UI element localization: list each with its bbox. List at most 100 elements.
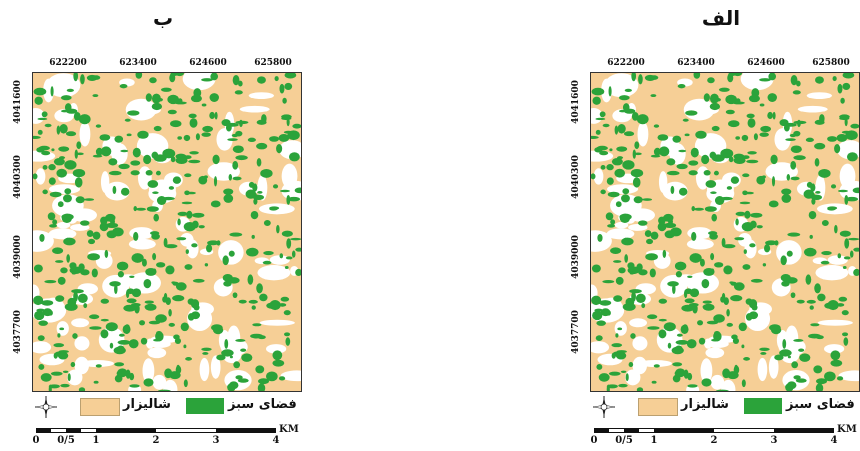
green-space-patch <box>170 73 179 76</box>
green-space-patch <box>51 148 55 152</box>
green-space-patch <box>730 176 740 184</box>
green-space-patch <box>819 114 825 124</box>
green-space-patch <box>64 160 77 170</box>
green-space-patch <box>741 134 749 142</box>
scale-segment <box>51 428 66 433</box>
scale-segment <box>216 428 276 433</box>
green-space-patch <box>149 77 157 84</box>
green-space-patch <box>842 82 851 90</box>
green-space-patch <box>186 191 196 195</box>
green-space-patch <box>87 253 100 261</box>
green-space-patch <box>44 280 57 284</box>
green-space-patch <box>221 119 231 127</box>
green-space-patch <box>272 359 285 367</box>
scale-label: 0/5 <box>57 435 75 446</box>
green-space-patch <box>793 375 801 380</box>
green-space-patch <box>638 74 643 85</box>
green-space-patch <box>229 355 233 359</box>
green-space-patch <box>702 300 712 304</box>
green-space-patch <box>164 153 174 157</box>
green-space-patch <box>630 168 644 178</box>
green-space-patch <box>60 95 72 101</box>
green-space-patch <box>650 154 661 158</box>
paddy-label: شالیزار <box>123 397 171 412</box>
green-space-patch <box>743 249 747 254</box>
y-tick: 4039000 <box>571 235 581 279</box>
green-space-patch <box>834 143 841 154</box>
green-space-patch <box>837 189 848 193</box>
green-space-patch <box>774 240 779 246</box>
green-space-patch <box>611 157 623 166</box>
green-space-patch <box>266 371 278 382</box>
green-space-patch <box>653 124 660 128</box>
green-space-patch <box>195 133 200 141</box>
green-space-patch <box>813 365 823 374</box>
green-space-patch <box>636 387 644 391</box>
green-space-patch <box>47 212 56 221</box>
green-space-patch <box>625 297 635 307</box>
green-space-patch <box>172 295 185 302</box>
green-space-patch <box>193 304 200 311</box>
green-space-patch <box>276 224 280 234</box>
bare-land-patch <box>128 238 156 250</box>
green-space-patch <box>684 298 695 304</box>
green-space-patch <box>184 173 192 178</box>
green-space-patch <box>726 309 730 317</box>
green-space-patch <box>617 123 626 134</box>
green-space-patch <box>790 145 802 153</box>
green-space-patch <box>623 131 635 137</box>
bare-land-patch <box>71 318 89 328</box>
green-space-swatch <box>186 398 224 414</box>
green-space-patch <box>233 361 241 369</box>
y-tick: 4041600 <box>13 80 23 124</box>
green-space-patch <box>104 249 109 259</box>
green-space-patch <box>272 350 283 361</box>
scale-label: 3 <box>212 435 220 446</box>
green-space-patch <box>95 147 103 156</box>
green-space-patch <box>808 210 817 220</box>
bare-land-patch <box>662 181 688 201</box>
green-space-patch <box>84 198 95 201</box>
green-space-patch <box>811 198 816 205</box>
green-space-patch <box>591 295 602 306</box>
bare-land-patch <box>637 121 649 147</box>
bare-land-patch <box>79 121 91 147</box>
green-space-patch <box>223 188 234 195</box>
bare-land-patch <box>838 370 859 382</box>
green-space-patch <box>750 278 763 283</box>
green-space-patch <box>189 118 198 128</box>
green-space-patch <box>128 339 139 349</box>
green-space-patch <box>256 283 263 294</box>
green-space-patch <box>92 231 101 240</box>
north-arrow-icon <box>593 396 615 418</box>
green-space-patch <box>600 164 606 170</box>
green-space-patch <box>162 296 168 303</box>
panel-title: ب <box>152 6 174 30</box>
green-space-patch <box>805 137 814 142</box>
bare-land-patch <box>744 239 757 259</box>
green-space-patch <box>207 240 220 246</box>
green-space-patch <box>729 281 734 284</box>
green-space-patch <box>269 206 280 210</box>
green-space-patch <box>72 333 78 339</box>
green-space-patch <box>158 389 171 391</box>
green-space-patch <box>821 219 829 226</box>
green-space-patch <box>636 114 649 125</box>
green-space-patch <box>141 258 147 267</box>
green-space-patch <box>786 173 791 181</box>
green-space-patch <box>759 132 769 137</box>
green-space-patch <box>742 264 751 270</box>
bare-land-patch <box>49 184 81 195</box>
green-space-patch <box>33 173 38 180</box>
green-space-patch <box>281 117 292 121</box>
green-space-patch <box>597 233 603 242</box>
green-space-patch <box>269 300 281 311</box>
green-space-patch <box>201 132 211 137</box>
bare-land-patch <box>210 355 221 379</box>
green-space-patch <box>715 98 721 102</box>
land-cover-raster <box>33 73 301 391</box>
scale-segment <box>36 428 51 433</box>
green-space-patch <box>89 314 100 320</box>
bare-land-patch <box>56 221 71 229</box>
green-space-patch <box>842 73 855 79</box>
